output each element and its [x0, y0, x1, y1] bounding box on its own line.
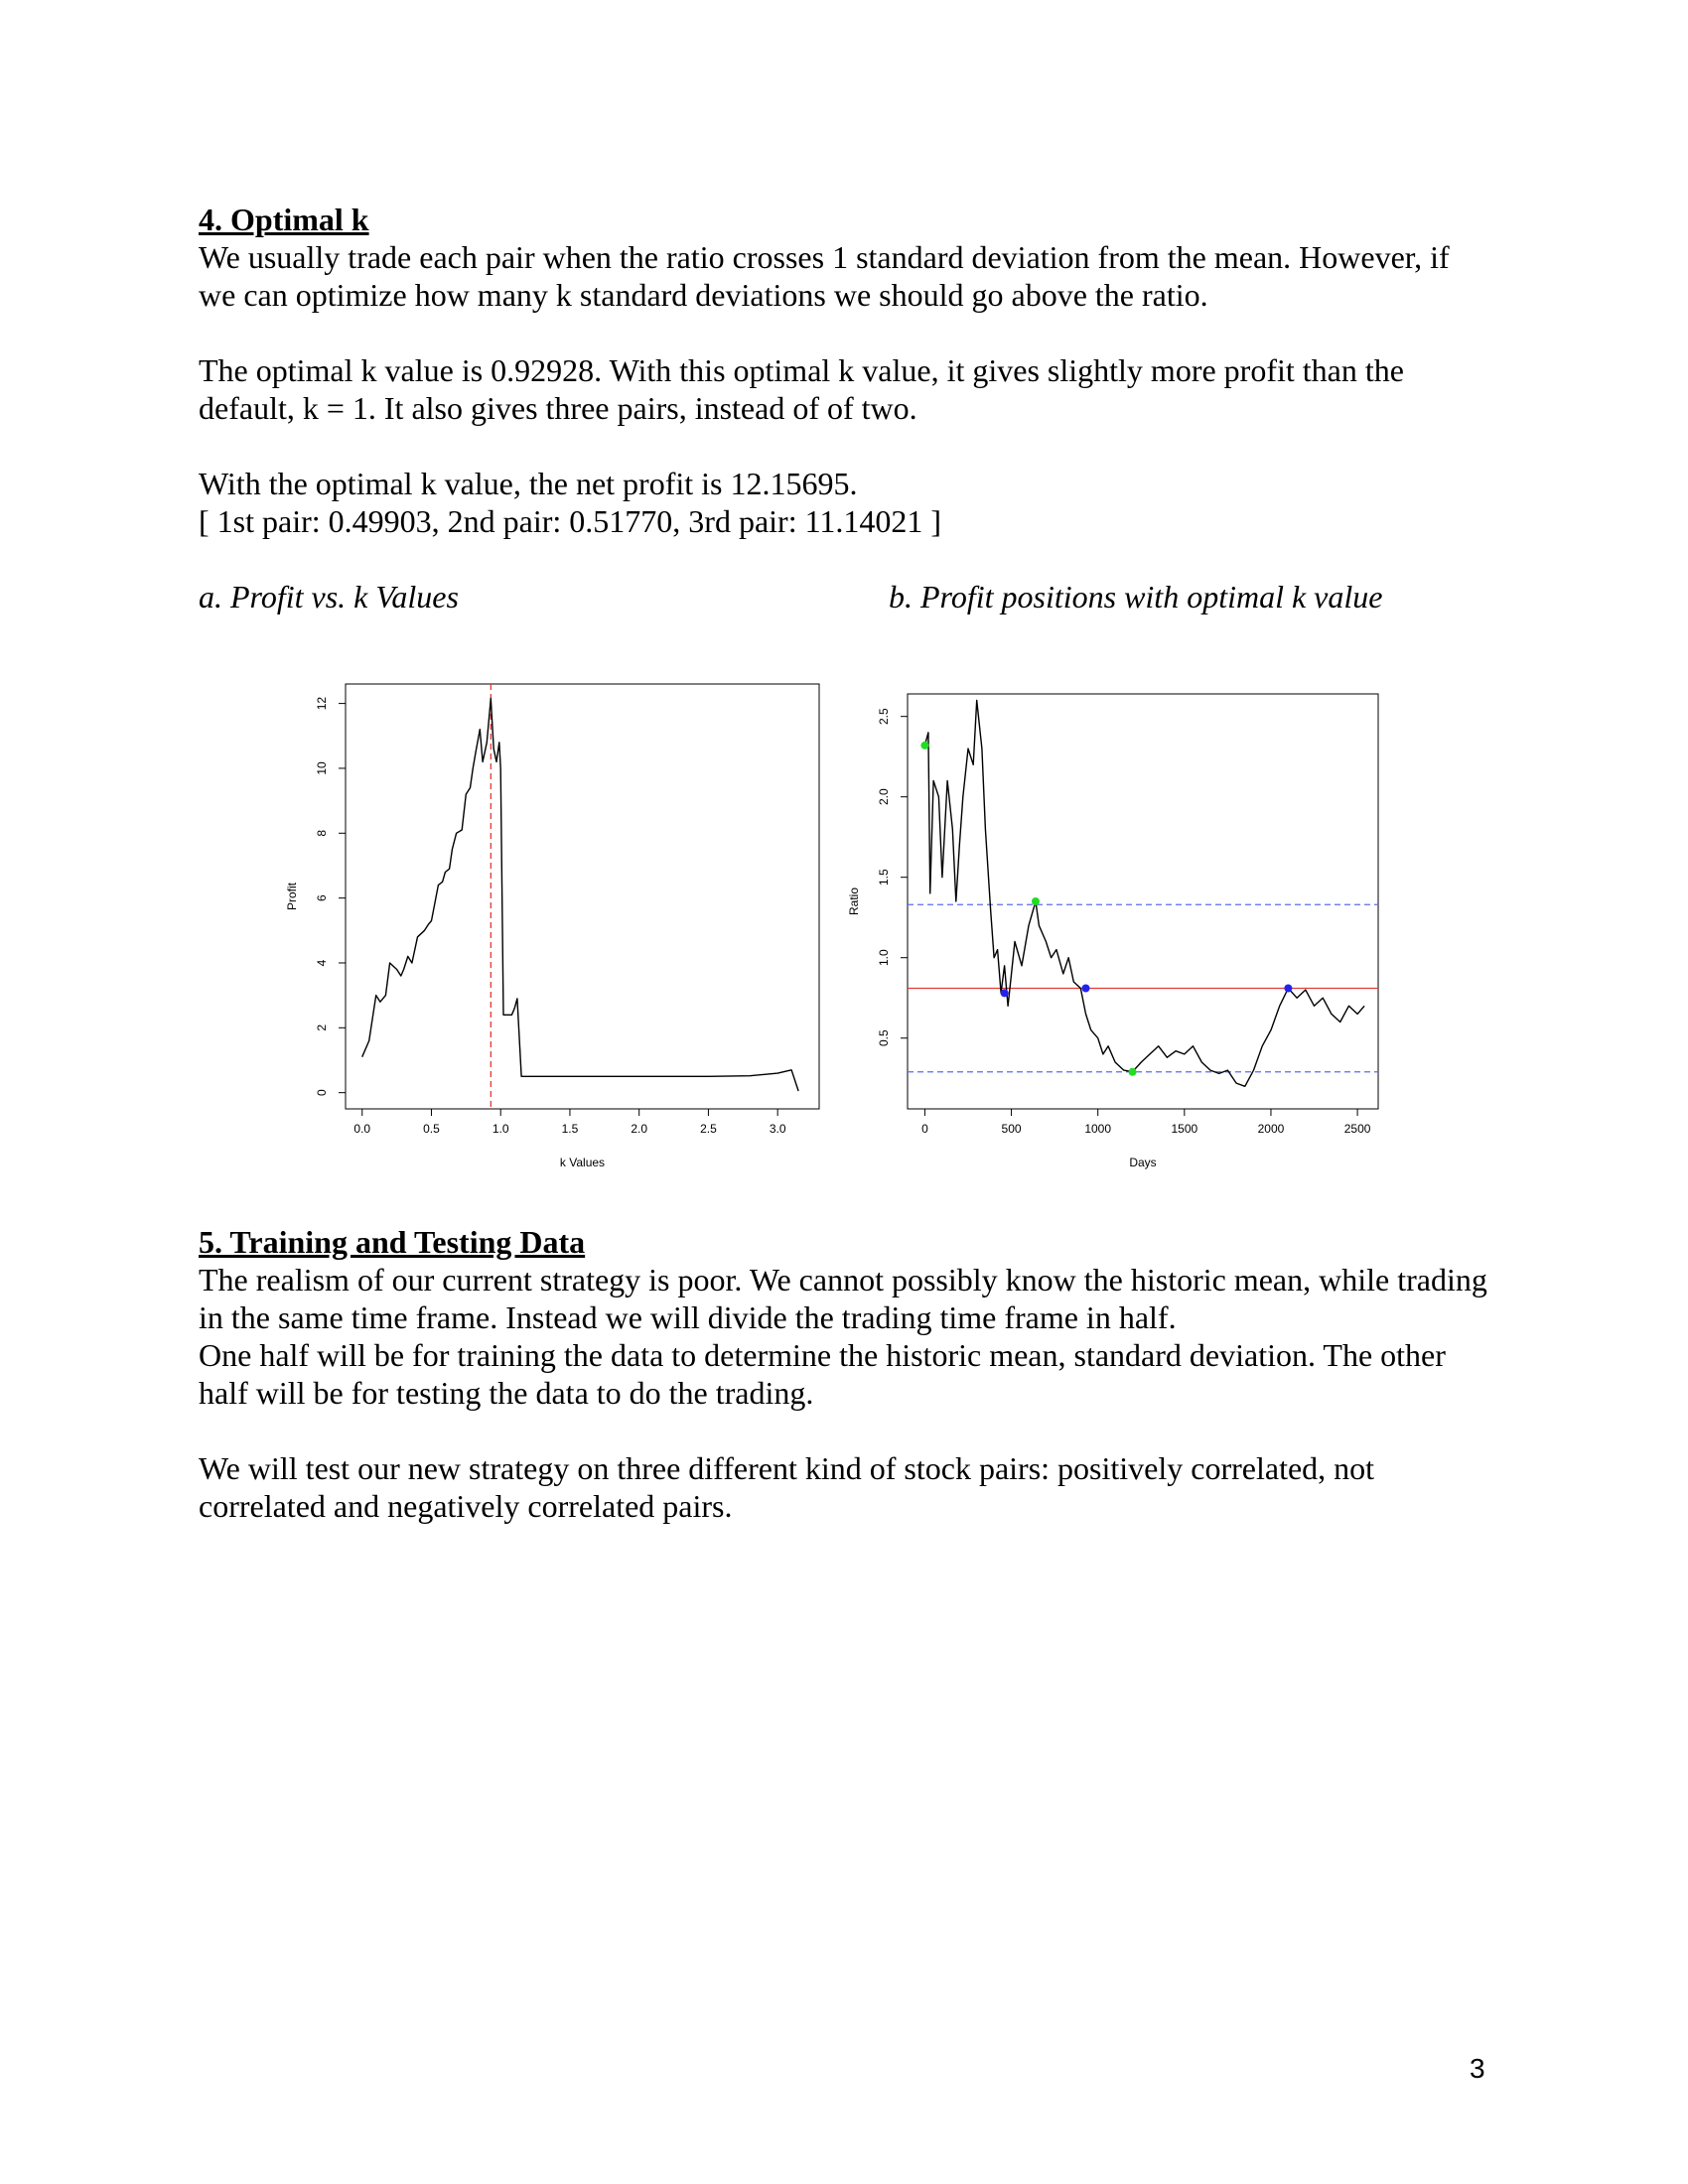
chart-a-plot-group: 0.0 0.5 1.0 1.5 2.0 2.5 3.0 0 2 4 6 8 10 12 k Values Pr…	[285, 683, 820, 1169]
chart-a-series-line	[361, 697, 799, 1092]
chart-b-trade-point-0	[920, 741, 929, 750]
chart-b-trade-point-3	[1081, 984, 1090, 993]
chart-b-trade-point-2	[1031, 897, 1040, 905]
section-5-paragraph-1-line-1: The realism of our current strategy is p…	[199, 1262, 1487, 1335]
section-5-paragraph-1-line-2: One half will be for training the data t…	[199, 1337, 1446, 1411]
chart-b-trade-point-1	[1000, 989, 1009, 998]
section-4-paragraph-3-line-1: With the optimal k value, the net profit…	[199, 466, 858, 501]
chart-a-y-tick-label: 12	[315, 697, 329, 711]
section-4-heading: 4. Optimal k	[199, 202, 369, 237]
chart-b-y-tick-label: 2.5	[877, 708, 891, 725]
figure-b-caption: b. Profit positions with optimal k value	[889, 579, 1383, 614]
chart-b-x-axis-label: Days	[1129, 1156, 1156, 1169]
chart-b-x-tick-label: 2500	[1344, 1122, 1371, 1136]
chart-a-y-tick-label: 4	[315, 959, 329, 966]
chart-a-x-tick-label: 2.0	[631, 1122, 647, 1136]
section-5-paragraph-2: We will test our new strategy on three d…	[199, 1450, 1375, 1524]
chart-a-x-tick-label: 0.5	[423, 1122, 440, 1136]
chart-a-y-axis-label: Profit	[285, 882, 299, 910]
page-number: 3	[1470, 2053, 1485, 2084]
chart-a-y-tick-label: 6	[315, 894, 329, 901]
chart-b-y-tick-label: 1.0	[877, 949, 891, 966]
chart-a-x-tick-label: 0.0	[353, 1122, 370, 1136]
chart-a-x-tick-label: 1.0	[492, 1122, 509, 1136]
chart-b-plot-frame	[907, 693, 1379, 1110]
section-4-paragraph-3-line-2: [ 1st pair: 0.49903, 2nd pair: 0.51770, …	[199, 503, 942, 539]
chart-a-x-tick-label: 2.5	[700, 1122, 717, 1136]
chart-a-x-tick-label: 3.0	[770, 1122, 786, 1136]
chart-b-series-line	[923, 699, 1365, 1088]
section-4-paragraph-2: The optimal k value is 0.92928. With thi…	[199, 352, 1404, 426]
chart-b-plot-group: 0 500 1000 1500 2000 2500 0.5 1.0 1.5 2.0 2.5 Days R…	[847, 693, 1379, 1169]
chart-b-x-tick-label: 1000	[1084, 1122, 1111, 1136]
chart-a-y-tick-label: 8	[315, 830, 329, 837]
chart-b-trade-point-4	[1128, 1067, 1137, 1076]
chart-a-x-axis-label: k Values	[560, 1156, 605, 1169]
chart-b-x-tick-label: 500	[1002, 1122, 1022, 1136]
chart-a-plot-frame	[345, 683, 820, 1110]
chart-a-y-tick-label: 10	[315, 761, 329, 775]
section-4-paragraph-1: We usually trade each pair when the rati…	[199, 239, 1450, 313]
chart-b-x-tick-label: 0	[921, 1122, 928, 1136]
chart-a-y-tick-label: 2	[315, 1024, 329, 1031]
chart-b-y-tick-label: 2.0	[877, 788, 891, 805]
section-5-heading: 5. Training and Testing Data	[199, 1224, 586, 1260]
chart-b-trade-point-5	[1284, 984, 1293, 993]
chart-b-x-tick-label: 2000	[1258, 1122, 1285, 1136]
chart-a-y-tick-label: 0	[315, 1089, 329, 1096]
chart-b-y-axis-label: Ratio	[847, 887, 861, 915]
chart-b-y-tick-label: 0.5	[877, 1029, 891, 1046]
chart-b-x-tick-label: 1500	[1171, 1122, 1197, 1136]
chart-a-x-tick-label: 1.5	[562, 1122, 579, 1136]
chart-b-y-tick-label: 1.5	[877, 869, 891, 886]
figure-a-caption: a. Profit vs. k Values	[199, 579, 459, 614]
